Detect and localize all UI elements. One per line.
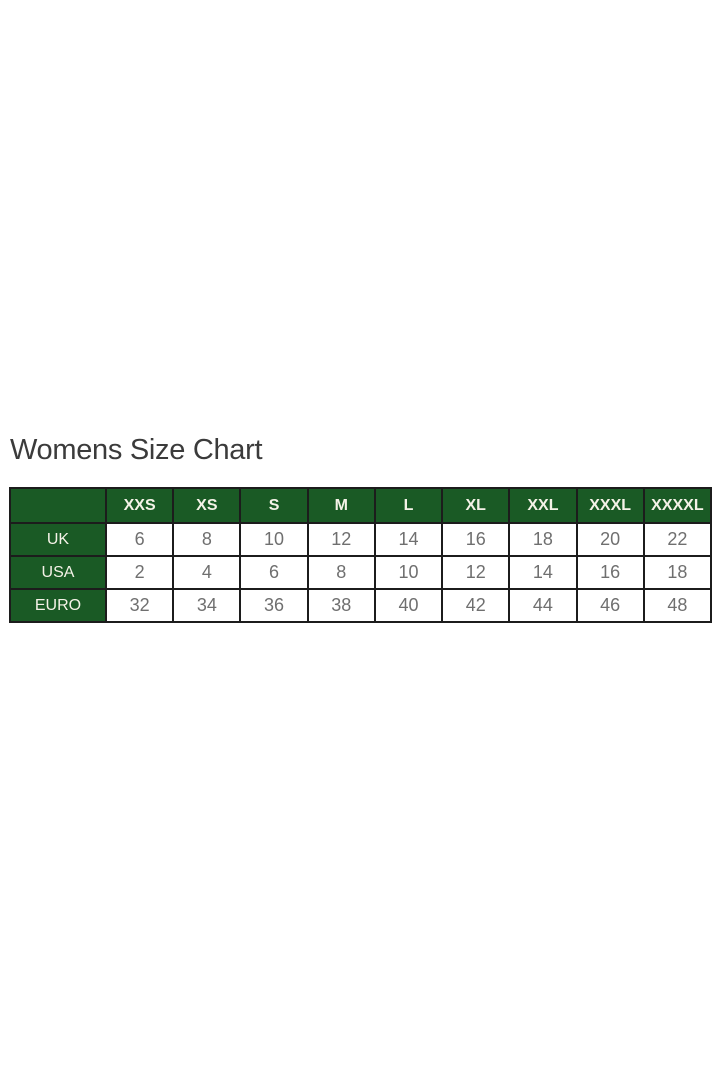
size-column-header: M (306, 487, 376, 524)
size-column-header: XL (441, 487, 511, 524)
size-column-header: XXXXL (642, 487, 713, 524)
size-value-cell: 8 (306, 555, 376, 590)
size-value-cell: 8 (172, 522, 242, 557)
size-column-header: XXXL (575, 487, 645, 524)
page-title: Womens Size Chart (10, 434, 263, 466)
size-value-cell: 34 (172, 588, 242, 623)
size-value-cell: 36 (239, 588, 309, 623)
row-label-euro: EURO (9, 588, 107, 623)
size-column-header: XXL (508, 487, 578, 524)
table-body: UK 6 8 10 12 14 16 18 20 22 USA 2 4 6 8 10 12 14 16 18 EURO 3… (9, 522, 713, 623)
size-value-cell: 20 (575, 522, 645, 557)
size-column-header: L (373, 487, 444, 524)
size-value-cell: 6 (239, 555, 309, 590)
size-value-cell: 10 (373, 555, 444, 590)
table-row: UK 6 8 10 12 14 16 18 20 22 (9, 522, 713, 557)
size-value-cell: 12 (441, 555, 511, 590)
size-value-cell: 38 (306, 588, 376, 623)
table-row: EURO 32 34 36 38 40 42 44 46 48 (9, 588, 713, 623)
size-value-cell: 46 (575, 588, 645, 623)
size-column-header: XS (172, 487, 242, 524)
size-value-cell: 10 (239, 522, 309, 557)
size-column-header: XXS (104, 487, 175, 524)
size-value-cell: 18 (642, 555, 713, 590)
size-value-cell: 14 (508, 555, 578, 590)
size-value-cell: 40 (373, 588, 444, 623)
size-value-cell: 16 (441, 522, 511, 557)
size-column-header: S (239, 487, 309, 524)
size-value-cell: 6 (104, 522, 175, 557)
womens-size-chart-table: XXS XS S M L XL XXL XXXL XXXXL UK 6 8 10 12 14 16 18 20 2… (9, 487, 713, 623)
table-row: USA 2 4 6 8 10 12 14 16 18 (9, 555, 713, 590)
row-label-usa: USA (9, 555, 107, 590)
size-value-cell: 42 (441, 588, 511, 623)
size-value-cell: 48 (642, 588, 713, 623)
size-value-cell: 2 (104, 555, 175, 590)
corner-header-cell (9, 487, 107, 524)
size-value-cell: 14 (373, 522, 444, 557)
size-value-cell: 22 (642, 522, 713, 557)
size-value-cell: 12 (306, 522, 376, 557)
size-value-cell: 4 (172, 555, 242, 590)
size-value-cell: 18 (508, 522, 578, 557)
table-header: XXS XS S M L XL XXL XXXL XXXXL (9, 487, 713, 524)
row-label-uk: UK (9, 522, 107, 557)
size-value-cell: 44 (508, 588, 578, 623)
size-value-cell: 16 (575, 555, 645, 590)
header-row: XXS XS S M L XL XXL XXXL XXXXL (9, 487, 713, 524)
size-value-cell: 32 (104, 588, 175, 623)
